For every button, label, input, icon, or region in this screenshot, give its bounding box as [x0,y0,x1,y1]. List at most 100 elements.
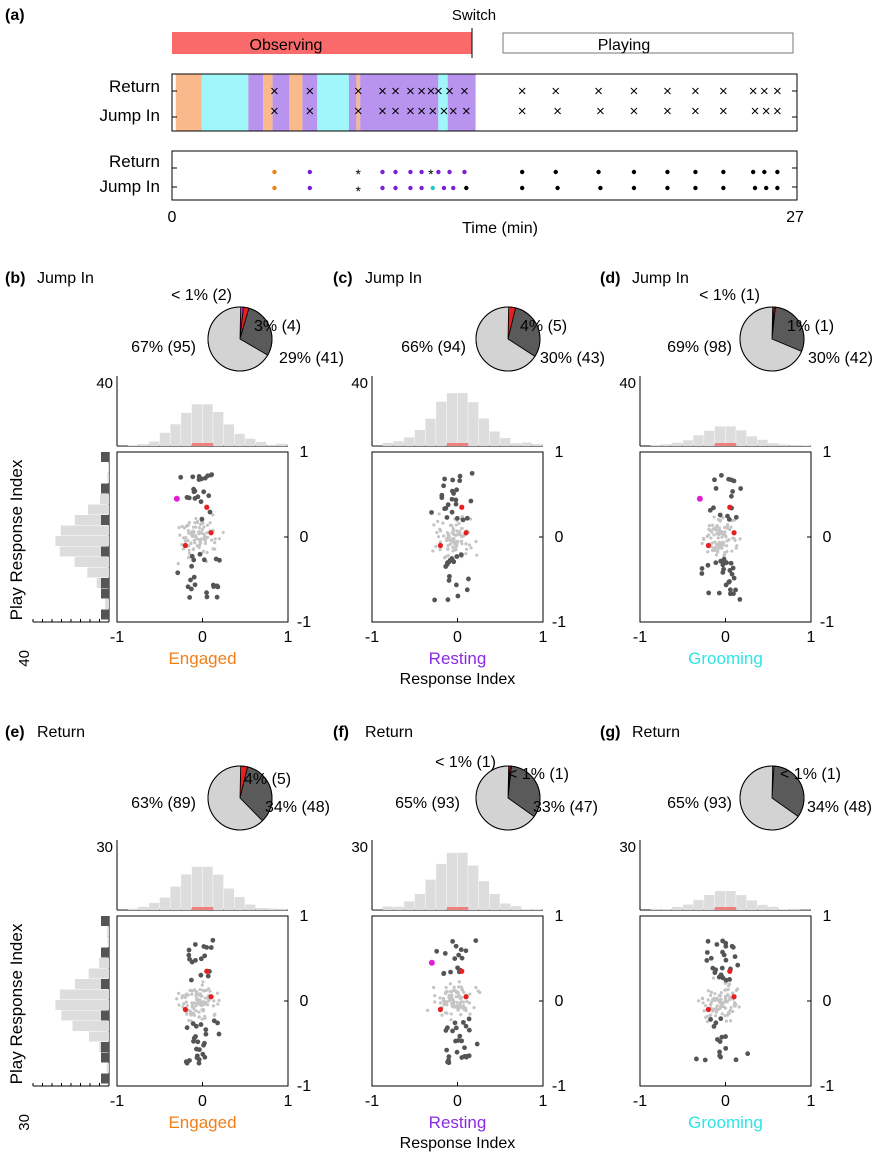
hist-bar [202,404,213,446]
point-play-responsive [191,1035,197,1041]
hist-bar [650,908,661,910]
point-play-responsive [443,1028,449,1033]
point-nonresponsive [438,996,442,1000]
point-play-responsive [717,1049,722,1055]
point-nonresponsive [190,989,195,993]
point-nonresponsive [705,534,709,539]
pie-label: 29% (41) [279,350,344,367]
pie-label: 67% (95) [131,339,196,356]
pie-label: 1% (1) [787,318,834,335]
point-play-responsive [189,553,195,559]
return-dot [462,169,467,175]
point-play-responsive [704,958,710,963]
return-event-marker [446,87,453,95]
point-play-responsive [723,957,729,963]
point-nonresponsive [206,1003,210,1007]
point-play-responsive [449,556,455,561]
point-play-responsive [733,587,738,593]
point-nonresponsive [711,976,716,980]
point-nonresponsive [194,536,199,541]
hist-bar [393,441,404,446]
point-nonresponsive [203,1014,207,1018]
point-both-responsive [731,530,737,536]
hist-bar [778,444,790,446]
return-dot [775,169,780,175]
point-play-responsive [730,489,736,494]
hist-bar [436,863,447,910]
row-label-jumpin: Jump In [100,106,160,125]
point-behavior-only [428,959,435,966]
point-play-responsive [206,493,212,499]
point-play-responsive [728,493,734,499]
point-nonresponsive [455,529,460,533]
side-hist-bar [108,462,109,473]
jumpin-dot [272,185,277,191]
jumpin-dot [408,185,413,191]
point-play-responsive [190,474,196,480]
point-nonresponsive [705,1019,710,1024]
point-nonresponsive [192,1013,196,1017]
point-both-responsive [727,968,733,974]
point-nonresponsive [208,521,212,525]
y-tick-label: -1 [297,1078,311,1095]
x-tick-label: 0 [168,209,177,226]
hist-bar [704,430,715,446]
point-nonresponsive [447,999,451,1003]
hist-bar-highlight [191,907,214,910]
point-play-responsive [458,947,464,953]
point-nonresponsive [192,1007,196,1011]
point-play-responsive [446,1054,452,1060]
point-nonresponsive [187,520,191,525]
hist-bar [661,909,672,910]
point-nonresponsive [203,996,207,1000]
point-nonresponsive [200,983,204,987]
point-both-responsive [182,1006,188,1013]
point-nonresponsive [713,546,717,550]
point-play-responsive [713,560,719,566]
point-nonresponsive [726,1010,731,1015]
point-nonresponsive [446,554,450,558]
hist-bar [277,443,288,446]
hist-bar [532,909,543,910]
point-nonresponsive [464,542,468,546]
point-nonresponsive [710,523,715,527]
return-event-marker [774,87,781,95]
jumpin-event-marker [630,107,638,115]
point-nonresponsive [438,548,442,552]
point-play-responsive [473,938,479,944]
hist-bar [138,906,149,910]
point-nonresponsive [452,533,456,537]
point-nonresponsive [702,1009,706,1013]
point-play-responsive [731,575,737,581]
return-event-marker [518,87,526,95]
point-nonresponsive [199,537,203,541]
point-play-responsive [463,1023,469,1029]
pie-label: < 1% (1) [508,766,569,783]
point-play-responsive [454,1049,460,1055]
point-nonresponsive [709,536,713,540]
point-nonresponsive [190,1001,194,1005]
point-nonresponsive [460,526,464,531]
point-nonresponsive [198,540,203,544]
point-nonresponsive [217,537,221,541]
point-nonresponsive [431,549,435,553]
point-nonresponsive [716,536,720,540]
point-nonresponsive [460,988,465,992]
point-play-responsive [699,566,705,571]
point-nonresponsive [707,524,711,528]
point-nonresponsive [200,528,204,532]
hist-bar [436,401,447,446]
side-hist-bar [72,1021,109,1031]
point-nonresponsive [208,989,212,993]
event-star: * [356,183,362,199]
pie-label: 33% (47) [533,799,598,816]
point-play-responsive [718,972,724,978]
point-nonresponsive [186,993,190,997]
pie-outline [739,765,805,831]
hist-bar [446,852,457,910]
point-play-responsive [198,956,204,962]
point-nonresponsive [201,980,205,984]
point-nonresponsive [461,1000,466,1004]
behavior-axes [171,73,798,132]
point-nonresponsive [719,544,723,548]
